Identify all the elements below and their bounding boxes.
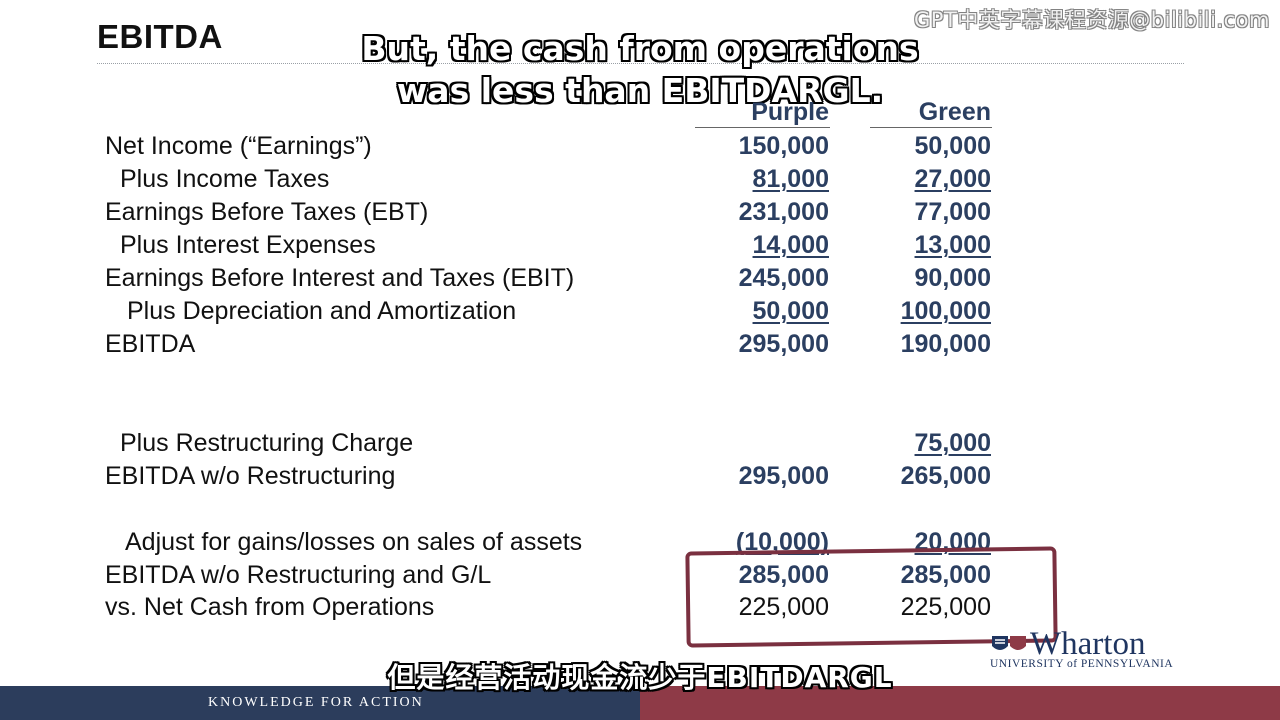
purple-ebitda: 295,000 [738, 330, 829, 358]
row-label-ebitda-wo-restructuring-gl: EBITDA w/o Restructuring and G/L [105, 561, 492, 589]
subtitle-english-line-1: But, the cash from operations [361, 29, 919, 68]
green-ebitda-wo-restructuring: 265,000 [900, 462, 991, 490]
footer-bar-maroon [640, 686, 1280, 720]
purple-income-taxes: 81,000 [752, 165, 829, 193]
purple-depreciation: 50,000 [752, 297, 829, 325]
header-rule-green [870, 127, 992, 128]
purple-ebitda-wo-restructuring: 295,000 [738, 462, 829, 490]
wharton-shield-icon [992, 636, 1026, 650]
subtitle-english-line-2: was less than EBITDARGL. [396, 71, 884, 110]
row-label-net-income: Net Income (“Earnings”) [105, 132, 372, 160]
wharton-logo: Wharton UNIVERSITY of PENNSYLVANIA [990, 626, 1190, 676]
row-label-ebt: Earnings Before Taxes (EBT) [105, 198, 429, 226]
green-ebitda: 190,000 [900, 330, 991, 358]
row-label-depreciation: Plus Depreciation and Amortization [127, 297, 517, 325]
green-ebitda-wo-restructuring-gl: 285,000 [900, 561, 991, 589]
green-restructuring-charge: 75,000 [914, 429, 991, 457]
green-ebt: 77,000 [914, 198, 991, 226]
university-name: UNIVERSITY of PENNSYLVANIA [990, 658, 1174, 670]
row-label-gains-losses-adjustment: Adjust for gains/losses on sales of asse… [125, 528, 583, 556]
green-interest-expenses: 13,000 [914, 231, 991, 259]
watermark: GPT中英字幕课程资源@bilibili.com [914, 8, 1270, 32]
wharton-wordmark: Wharton [1030, 626, 1146, 662]
purple-net-income: 150,000 [738, 132, 829, 160]
footer-bar-navy [0, 686, 640, 720]
header-rule-purple [695, 127, 830, 128]
subtitle-chinese: 但是经营活动现金流少于EBITDARGL [387, 661, 893, 694]
row-label-restructuring-charge: Plus Restructuring Charge [120, 429, 414, 457]
row-label-income-taxes: Plus Income Taxes [120, 165, 330, 193]
title-divider [97, 63, 1184, 64]
column-header-green: Green [918, 98, 991, 126]
subtitle-english: But, the cash from operations was less t… [0, 28, 1280, 112]
row-label-ebitda-wo-restructuring: EBITDA w/o Restructuring [105, 462, 396, 490]
slide-title: EBITDA [97, 18, 223, 55]
purple-ebitda-wo-restructuring-gl: 285,000 [738, 561, 829, 589]
footer-tagline: KNOWLEDGE FOR ACTION [208, 695, 424, 710]
green-depreciation: 100,000 [900, 297, 991, 325]
row-label-ebit: Earnings Before Interest and Taxes (EBIT… [105, 264, 575, 292]
row-label-ebitda: EBITDA [105, 330, 196, 358]
green-income-taxes: 27,000 [914, 165, 991, 193]
green-net-cash-operations: 225,000 [900, 593, 991, 621]
green-net-income: 50,000 [914, 132, 991, 160]
purple-net-cash-operations: 225,000 [738, 593, 829, 621]
green-ebit: 90,000 [914, 264, 991, 292]
green-gains-losses-adjustment: 20,000 [914, 528, 991, 556]
purple-ebt: 231,000 [738, 198, 829, 226]
purple-gains-losses-adjustment: (10,000) [735, 528, 829, 556]
purple-ebit: 245,000 [738, 264, 829, 292]
column-header-purple: Purple [751, 98, 829, 126]
row-label-net-cash-operations: vs. Net Cash from Operations [105, 593, 435, 621]
purple-interest-expenses: 14,000 [752, 231, 829, 259]
row-label-interest-expenses: Plus Interest Expenses [120, 231, 376, 259]
